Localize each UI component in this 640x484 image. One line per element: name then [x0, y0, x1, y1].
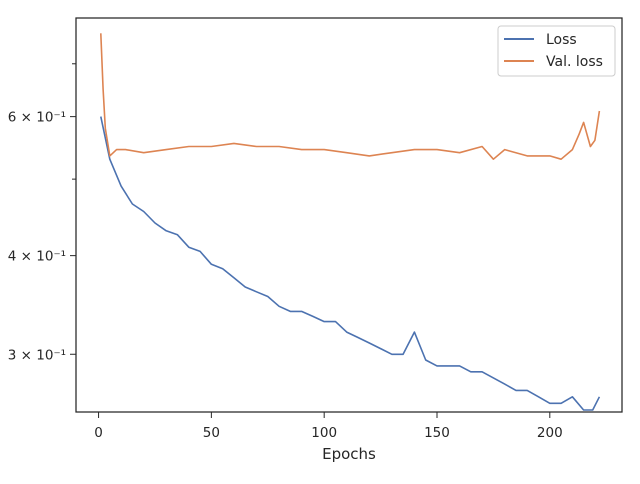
series-line-val-loss — [100, 33, 601, 160]
plot-frame — [75, 17, 623, 413]
y-tick-label: 3 × 10⁻¹ — [8, 347, 66, 363]
x-tick-label: 0 — [94, 425, 103, 441]
x-tick-label: 200 — [537, 425, 563, 441]
legend-label-val-loss: Val. loss — [546, 54, 603, 70]
y-tick-label: 4 × 10⁻¹ — [8, 249, 66, 265]
legend: Loss Val. loss — [497, 25, 616, 77]
y-tick-label: 6 × 10⁻¹ — [8, 110, 66, 126]
x-tick-label: 150 — [424, 425, 450, 441]
x-tick-label: 50 — [203, 425, 220, 441]
y-axis-ticks: 3 × 10⁻¹ 4 × 10⁻¹ 6 × 10⁻¹ — [8, 63, 76, 363]
x-tick-label: 100 — [311, 425, 337, 441]
x-axis-label: Epochs — [322, 445, 376, 463]
series-line-loss — [100, 116, 601, 411]
x-axis-ticks: 0 50 100 150 200 — [94, 412, 563, 441]
legend-label-loss: Loss — [546, 32, 577, 48]
